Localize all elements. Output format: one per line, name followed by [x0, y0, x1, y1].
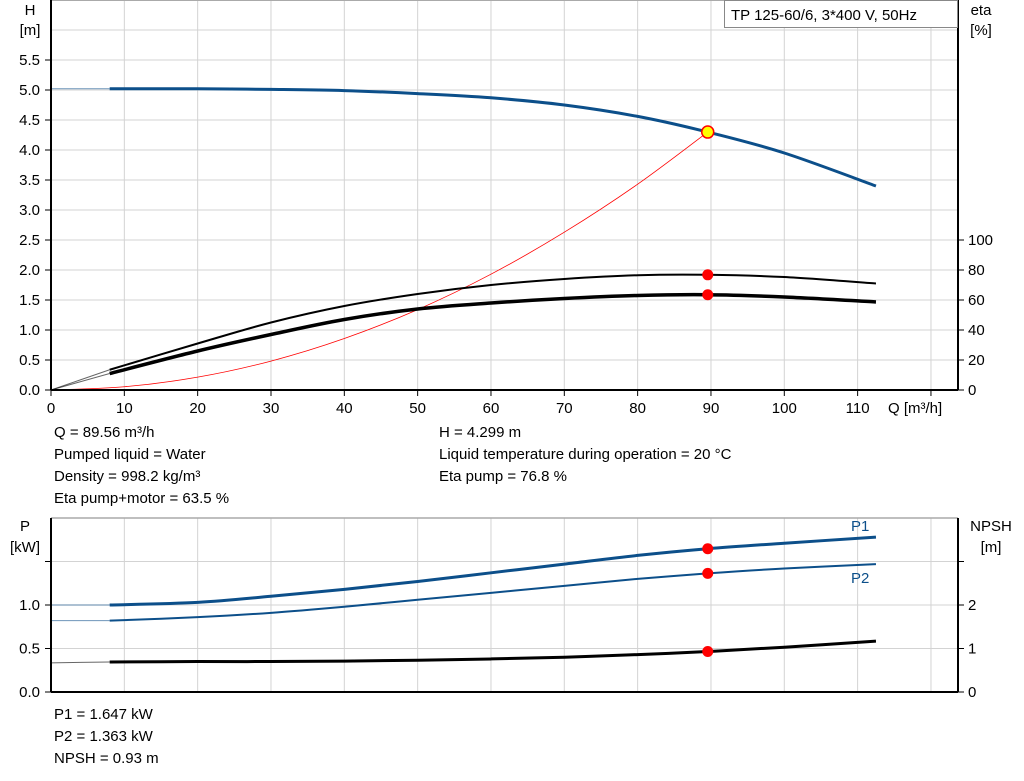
- info-npsh: NPSH = 0.93 m: [54, 750, 159, 767]
- eta-tick-label: 40: [968, 322, 985, 339]
- curves: [50, 87, 877, 664]
- p1-curve: [109, 535, 877, 607]
- axes: [45, 0, 964, 693]
- q-tick-label: 10: [116, 400, 133, 417]
- p2-operating-point: [702, 567, 714, 579]
- eta-pump-operating-point: [702, 269, 714, 281]
- npsh-curve: [109, 639, 877, 664]
- bottom-chart-grid: [51, 517, 958, 692]
- p1-curve-label: P1: [851, 518, 869, 535]
- duty-point: [700, 125, 715, 139]
- info-liquid: Pumped liquid = Water: [54, 446, 206, 463]
- eta-tick-label: 20: [968, 352, 985, 369]
- title-box: [724, 0, 958, 28]
- eta-tick-label: 60: [968, 292, 985, 309]
- npsh-tick-label: 0: [968, 684, 976, 701]
- info-eta-pump: Eta pump = 76.8 %: [439, 468, 567, 485]
- p-tick-label: 0.5: [19, 641, 40, 658]
- q-tick-label: 30: [263, 400, 280, 417]
- info-eta-pump-motor: Eta pump+motor = 63.5 %: [54, 490, 230, 507]
- eta-tick-label: 0: [968, 382, 976, 399]
- q-axis-label: Q [m³/h]: [888, 400, 942, 417]
- h-tick-label: 3.5: [19, 172, 40, 189]
- eta-axis-label: eta: [971, 2, 993, 19]
- eta-pump-motor-curve: [109, 292, 877, 376]
- npsh-curve-extrapolated: [50, 661, 110, 664]
- h-tick-label: 5.0: [19, 82, 40, 99]
- h-tick-label: 4.0: [19, 142, 40, 159]
- eta-pump-curve: [109, 273, 877, 371]
- q-tick-label: 110: [846, 400, 870, 417]
- h-tick-label: 5.5: [19, 52, 40, 69]
- head-curve: [109, 87, 877, 188]
- info-density: Density = 998.2 kg/m³: [54, 468, 201, 485]
- h-tick-label: 2.0: [19, 262, 40, 279]
- eta-pump-motor-curve-extrapolated: [50, 373, 110, 391]
- p2-curve-label: P2: [851, 570, 869, 587]
- h-tick-label: 4.5: [19, 112, 40, 129]
- h-axis-label: H: [25, 2, 36, 19]
- h-tick-label: 0.5: [19, 352, 40, 369]
- info-p1: P1 = 1.647 kW: [54, 706, 153, 723]
- info-bottom: P1 = 1.647 kW P2 = 1.363 kW NPSH = 0.93 …: [54, 704, 159, 770]
- info-top-right: H = 4.299 m Liquid temperature during op…: [439, 422, 731, 488]
- h-tick-label: 1.5: [19, 292, 40, 309]
- top-chart-grid: [51, 0, 958, 390]
- npsh-operating-point: [702, 646, 714, 658]
- h-tick-label: 0.0: [19, 382, 40, 399]
- q-tick-label: 90: [703, 400, 720, 417]
- chart-title: TP 125-60/6, 3*400 V, 50Hz: [731, 7, 917, 24]
- eta-tick-label: 100: [968, 232, 993, 249]
- npsh-axis-label: NPSH: [970, 518, 1012, 535]
- eta-axis-unit: [%]: [970, 22, 992, 39]
- q-tick-label: 20: [189, 400, 206, 417]
- h-tick-label: 1.0: [19, 322, 40, 339]
- eta-pump-motor-operating-point: [702, 289, 714, 301]
- info-top-left: Q = 89.56 m³/h Pumped liquid = Water Den…: [54, 422, 229, 510]
- info-head: H = 4.299 m: [439, 424, 522, 441]
- info-p2: P2 = 1.363 kW: [54, 728, 153, 745]
- npsh-axis-unit: [m]: [981, 539, 1002, 556]
- p-axis-unit: [kW]: [10, 539, 40, 556]
- npsh-tick-label: 1: [968, 641, 976, 658]
- h-tick-label: 3.0: [19, 202, 40, 219]
- tick-labels: 0.00.51.01.52.02.53.03.54.04.55.05.50204…: [19, 52, 993, 701]
- q-tick-label: 60: [483, 400, 500, 417]
- q-tick-label: 70: [556, 400, 573, 417]
- h-axis-unit: [m]: [20, 22, 41, 39]
- q-tick-label: 80: [629, 400, 646, 417]
- system-curve: [50, 131, 708, 391]
- q-tick-label: 100: [772, 400, 797, 417]
- p-tick-label: 0.0: [19, 684, 40, 701]
- info-flow: Q = 89.56 m³/h: [54, 424, 155, 441]
- eta-tick-label: 80: [968, 262, 985, 279]
- q-tick-label: 40: [336, 400, 353, 417]
- p1-operating-point: [702, 543, 714, 555]
- eta-pump-curve-extrapolated: [50, 369, 110, 391]
- h-tick-label: 2.5: [19, 232, 40, 249]
- q-tick-label: 0: [47, 400, 55, 417]
- p-tick-label: 1.0: [19, 597, 40, 614]
- npsh-tick-label: 2: [968, 597, 976, 614]
- info-temperature: Liquid temperature during operation = 20…: [439, 446, 732, 463]
- q-tick-label: 50: [409, 400, 426, 417]
- p2-curve: [109, 563, 877, 622]
- p-axis-label: P: [20, 518, 30, 535]
